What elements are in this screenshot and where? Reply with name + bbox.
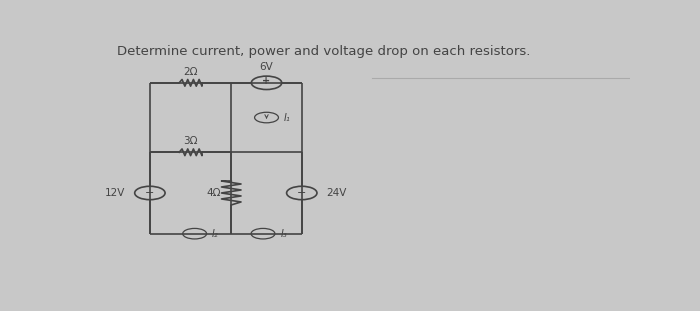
Text: −: − xyxy=(297,188,307,198)
Text: Determine current, power and voltage drop on each resistors.: Determine current, power and voltage dro… xyxy=(118,44,531,58)
Text: I₂: I₂ xyxy=(212,229,219,239)
Text: 4Ω: 4Ω xyxy=(206,188,221,198)
Text: +: + xyxy=(262,77,271,86)
Text: I₁: I₁ xyxy=(284,113,290,123)
Text: 24V: 24V xyxy=(327,188,347,198)
Text: 2Ω: 2Ω xyxy=(183,67,198,77)
Text: 3Ω: 3Ω xyxy=(183,137,198,146)
Text: −: − xyxy=(145,188,155,198)
Text: I₃: I₃ xyxy=(281,229,287,239)
Text: 6V: 6V xyxy=(260,62,274,72)
Text: 12V: 12V xyxy=(104,188,125,198)
